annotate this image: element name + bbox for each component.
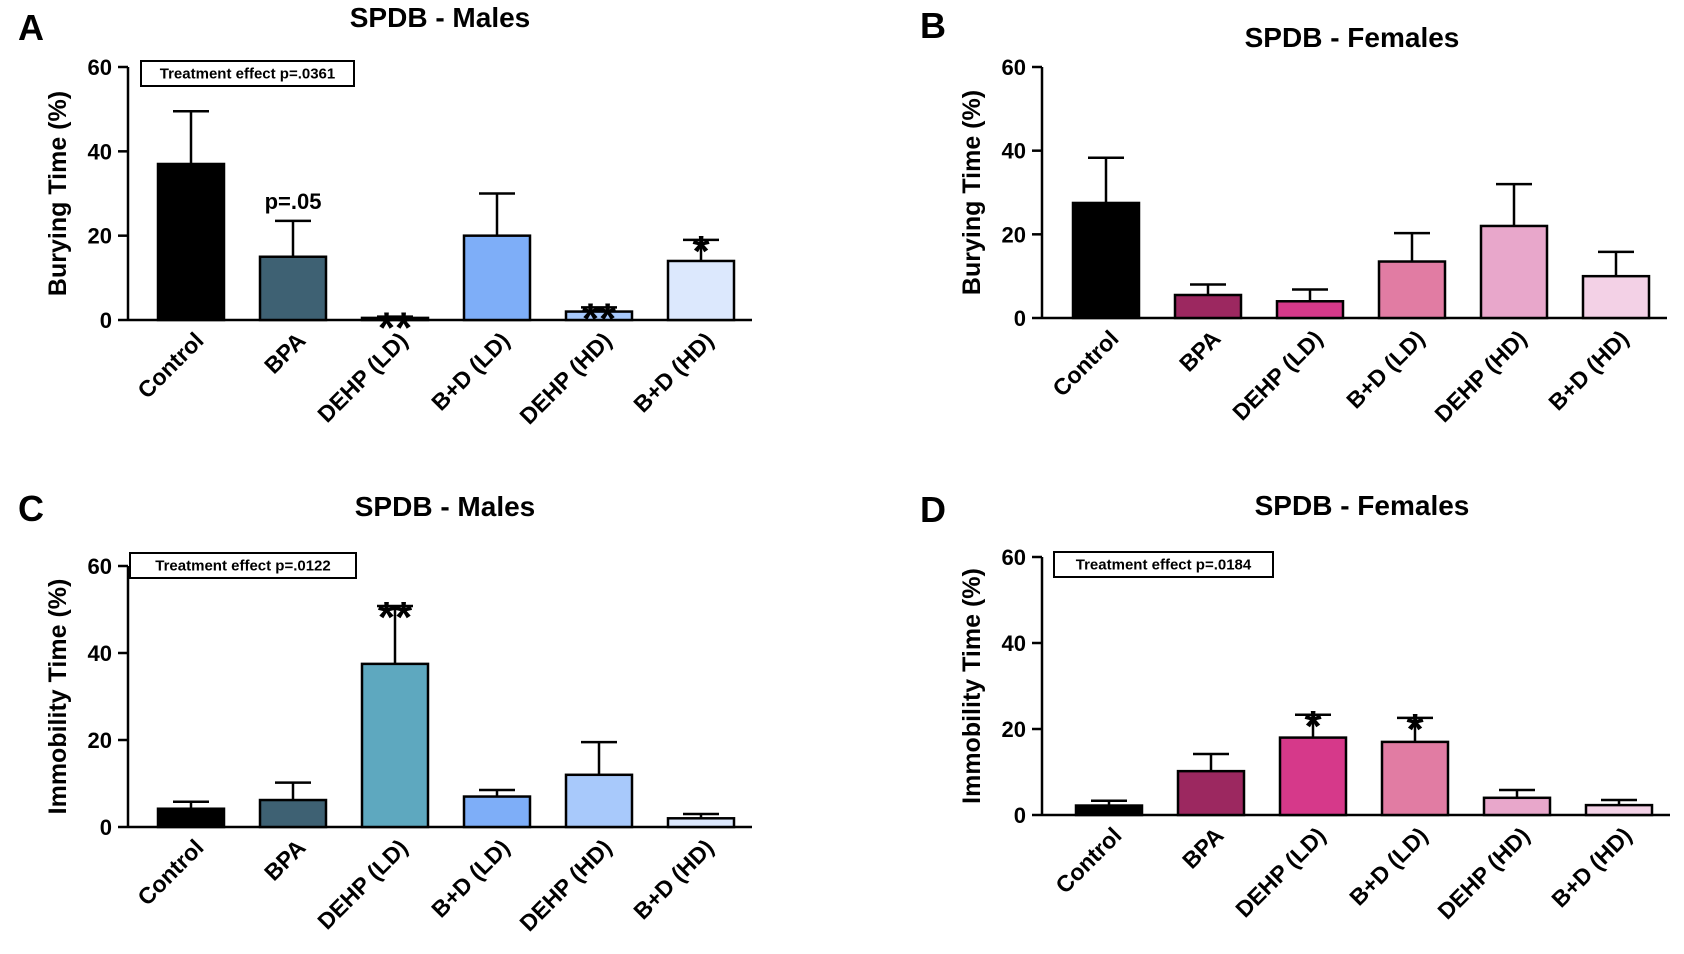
y-tick-label: 60 — [1002, 55, 1026, 80]
x-tick-label: DEHP (HD) — [514, 834, 616, 936]
chart-title: SPDB - Males — [355, 491, 536, 522]
y-axis-label: Burying Time (%) — [958, 90, 986, 295]
significance-annotation: ** — [378, 304, 413, 353]
bar — [1278, 736, 1348, 817]
x-tick-label: B+D (HD) — [628, 834, 718, 924]
panel-d: D SPDB - Females Immobility Time (%) 0 20 40 6… — [920, 489, 1670, 924]
y-tick-label: 60 — [1002, 545, 1026, 570]
panel-letter: A — [18, 7, 44, 48]
y-tick-label: 20 — [1002, 717, 1026, 742]
panel-a: A SPDB - Males Burying Time (%) 0 20 40 60 Cont… — [18, 2, 752, 429]
significance-annotation: * — [1406, 705, 1424, 754]
x-tick-label: B+D (LD) — [1344, 822, 1432, 910]
bar — [666, 817, 736, 829]
panel-b: B SPDB - Females Burying Time (%) 0 20 40 60 Co… — [920, 5, 1667, 427]
bar — [1275, 300, 1345, 320]
x-tick-label: DEHP (LD) — [1230, 822, 1330, 922]
significance-annotation: * — [692, 227, 710, 276]
bar — [1377, 260, 1447, 320]
panel-letter: B — [920, 5, 946, 46]
y-axis-label: Immobility Time (%) — [958, 568, 986, 804]
bar — [360, 662, 430, 829]
stats-box — [129, 552, 357, 579]
chart-title: SPDB - Females — [1255, 490, 1470, 521]
x-tick-label: DEHP (LD) — [312, 834, 412, 934]
bar — [1479, 224, 1549, 320]
bar — [1071, 201, 1141, 320]
significance-annotation: ** — [378, 593, 413, 642]
bar — [462, 234, 532, 322]
x-tick-label: Control — [132, 834, 208, 910]
y-tick-label: 20 — [1002, 222, 1026, 247]
bar — [258, 255, 328, 322]
significance-annotation: ** — [582, 294, 617, 343]
y-axis-label: Burying Time (%) — [44, 91, 72, 296]
x-tick-label: B+D (HD) — [1546, 822, 1636, 912]
bar — [156, 807, 226, 829]
panel-letter: D — [920, 489, 946, 530]
y-axis-label: Immobility Time (%) — [44, 579, 72, 815]
x-tick-label: BPA — [1177, 822, 1229, 874]
bar — [156, 162, 226, 322]
significance-annotation: p=.05 — [265, 189, 322, 214]
y-tick-label: 60 — [88, 554, 112, 579]
x-tick-label: DEHP (LD) — [1227, 325, 1327, 425]
panel-c: C SPDB - Males Immobility Time (%) 0 20 40 60 C… — [18, 488, 752, 936]
y-tick-label: 0 — [1014, 306, 1026, 331]
y-tick-label: 40 — [88, 139, 112, 164]
x-tick-label: Control — [1050, 822, 1126, 898]
bar — [1074, 804, 1144, 817]
bar — [564, 773, 634, 829]
x-tick-label: BPA — [259, 834, 311, 886]
significance-annotation: * — [1304, 702, 1322, 751]
y-tick-label: 40 — [1002, 631, 1026, 656]
bar — [1584, 803, 1654, 817]
y-tick-label: 0 — [100, 815, 112, 840]
x-tick-label: B+D (HD) — [1543, 325, 1633, 415]
stats-box-text: Treatment effect p=.0122 — [155, 558, 331, 575]
x-tick-label: B+D (LD) — [426, 327, 514, 415]
chart-title: SPDB - Females — [1245, 22, 1460, 53]
stats-box-text: Treatment effect p=.0184 — [1076, 557, 1252, 574]
x-tick-label: B+D (HD) — [628, 327, 718, 417]
bar — [564, 310, 634, 322]
stats-box-text: Treatment effect p=.0361 — [160, 66, 336, 83]
x-tick-label: B+D (LD) — [426, 834, 514, 922]
bar — [360, 316, 430, 322]
y-tick-label: 20 — [88, 728, 112, 753]
bar — [1173, 293, 1243, 320]
x-tick-label: DEHP (HD) — [1429, 325, 1531, 427]
y-tick-label: 20 — [88, 224, 112, 249]
stats-box — [140, 60, 355, 87]
chart-title: SPDB - Males — [350, 2, 531, 33]
x-tick-label: BPA — [259, 327, 311, 379]
y-tick-label: 0 — [1014, 803, 1026, 828]
bar — [666, 259, 736, 322]
bar — [1482, 796, 1552, 817]
x-tick-label: Control — [1047, 325, 1123, 401]
bar — [1380, 740, 1450, 817]
bar — [1581, 274, 1651, 320]
bar — [258, 798, 328, 829]
x-tick-label: B+D (LD) — [1341, 325, 1429, 413]
bar — [1176, 769, 1246, 817]
y-tick-label: 40 — [1002, 139, 1026, 164]
y-tick-label: 60 — [88, 55, 112, 80]
y-tick-label: 40 — [88, 641, 112, 666]
x-tick-label: BPA — [1174, 325, 1226, 377]
y-tick-label: 0 — [100, 308, 112, 333]
panel-letter: C — [18, 488, 44, 529]
stats-box — [1053, 551, 1274, 578]
bar — [462, 795, 532, 829]
x-tick-label: DEHP (HD) — [1432, 822, 1534, 924]
x-tick-label: Control — [132, 327, 208, 403]
